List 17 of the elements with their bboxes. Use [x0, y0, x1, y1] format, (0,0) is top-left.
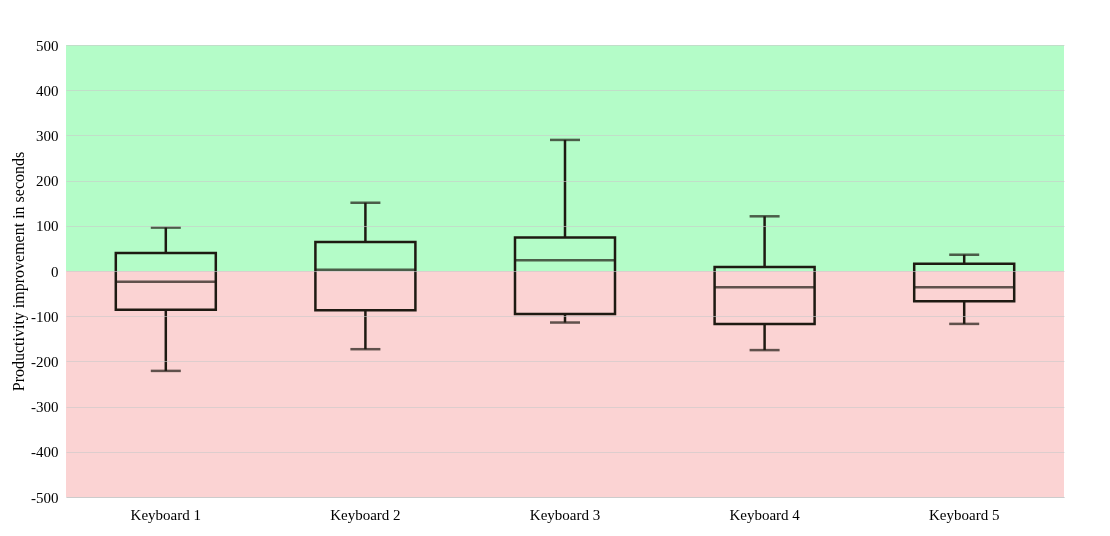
- y-tick-label: 300: [36, 127, 59, 144]
- y-tick-label: 400: [36, 82, 59, 99]
- y-tick-label: 200: [36, 173, 59, 190]
- y-tick-label: -500: [31, 489, 59, 506]
- y-tick-label: 500: [36, 37, 59, 54]
- y-tick-label: -100: [31, 308, 59, 325]
- x-tick-label: Keyboard 5: [929, 506, 1000, 523]
- y-tick-label: -300: [31, 399, 59, 416]
- y-tick-label: 100: [36, 218, 59, 235]
- x-tick-label: Keyboard 4: [729, 506, 801, 523]
- y-axis-title: Productivity improvement in seconds: [10, 151, 28, 392]
- y-tick-label: -400: [31, 444, 59, 461]
- y-tick-label: 0: [51, 263, 59, 280]
- x-tick-label: Keyboard 1: [130, 506, 201, 523]
- y-tick-label: -200: [31, 353, 59, 370]
- x-tick-label: Keyboard 3: [529, 506, 601, 523]
- x-tick-label: Keyboard 2: [330, 506, 401, 523]
